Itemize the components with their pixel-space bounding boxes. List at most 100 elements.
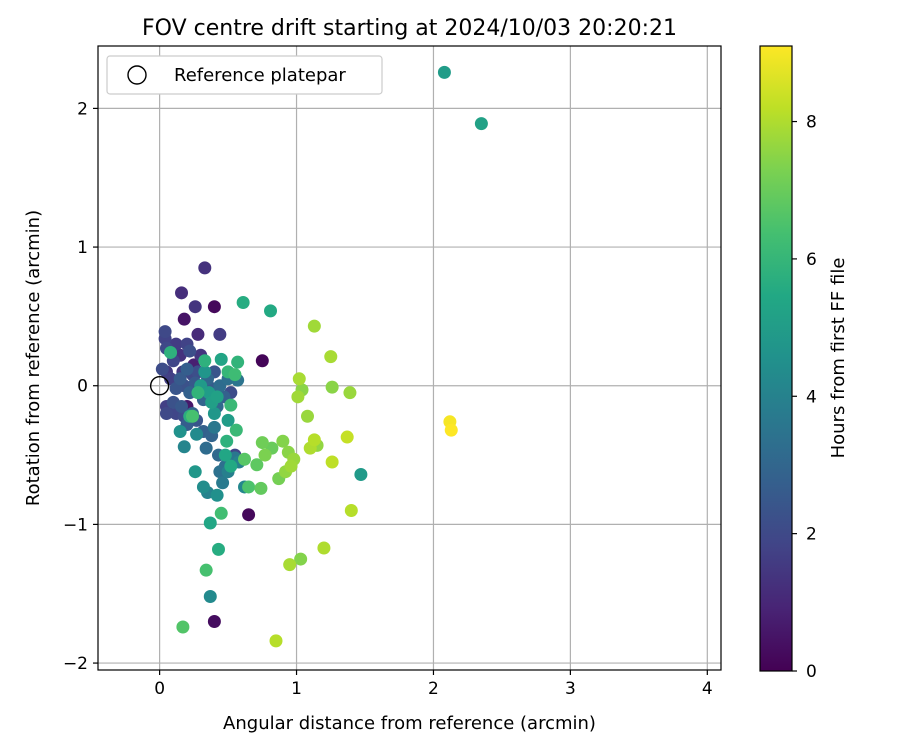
chart-title: FOV centre drift starting at 2024/10/03 … xyxy=(142,16,677,41)
colorbar-tick-label: 2 xyxy=(806,525,817,545)
reference-platepar-marker xyxy=(149,376,170,396)
x-tick-label: 2 xyxy=(428,679,439,699)
data-point xyxy=(203,590,217,604)
data-point xyxy=(224,398,238,412)
data-point xyxy=(196,480,210,494)
data-point xyxy=(307,433,321,447)
data-point xyxy=(292,372,306,386)
data-point xyxy=(191,327,205,341)
data-point xyxy=(214,352,228,366)
data-point xyxy=(188,465,202,479)
grid-lines xyxy=(98,46,721,670)
data-point xyxy=(173,372,187,386)
legend-box xyxy=(106,55,383,95)
plot-background xyxy=(98,46,721,670)
data-point xyxy=(255,354,269,368)
data-point xyxy=(325,380,339,394)
data-point xyxy=(294,552,308,566)
y-tick-label: −1 xyxy=(63,515,88,535)
data-point xyxy=(229,423,243,437)
data-point xyxy=(437,65,451,79)
data-point xyxy=(228,368,242,382)
data-point xyxy=(213,327,227,341)
data-point xyxy=(269,634,283,648)
data-point xyxy=(198,354,212,368)
data-point xyxy=(203,516,217,530)
data-point xyxy=(207,614,221,628)
data-point xyxy=(250,458,264,472)
data-point xyxy=(224,459,238,473)
data-point xyxy=(325,455,339,469)
data-points xyxy=(155,65,488,648)
x-axis-ticks: 0 1 2 3 4 xyxy=(154,670,713,699)
data-point xyxy=(199,441,213,455)
data-point xyxy=(258,448,272,462)
data-point xyxy=(444,423,458,437)
y-tick-label: −2 xyxy=(63,654,88,674)
data-point xyxy=(207,420,221,434)
data-point xyxy=(216,476,230,490)
data-point xyxy=(218,448,232,462)
legend-marker-icon xyxy=(127,65,147,85)
data-point xyxy=(191,386,205,400)
data-point xyxy=(324,350,338,364)
data-point xyxy=(221,413,235,427)
data-point xyxy=(242,480,256,494)
x-tick-label: 4 xyxy=(702,679,713,699)
colorbar-label: Hours from first FF file xyxy=(828,258,849,459)
data-point xyxy=(199,563,213,577)
data-point xyxy=(169,382,183,396)
colorbar-fill xyxy=(759,45,793,672)
data-point xyxy=(207,406,221,420)
x-tick-label: 3 xyxy=(565,679,576,699)
y-axis-label: Rotation from reference (arcmin) xyxy=(23,210,44,506)
x-tick-label: 1 xyxy=(291,679,302,699)
data-point xyxy=(207,300,221,314)
data-point xyxy=(354,467,368,481)
data-point xyxy=(236,296,250,310)
data-point xyxy=(340,430,354,444)
colorbar-ticks: 0 2 4 6 8 xyxy=(792,113,817,682)
data-point xyxy=(198,365,212,379)
data-point xyxy=(159,406,173,420)
legend-label: Reference platepar xyxy=(174,65,346,86)
data-point xyxy=(343,386,357,400)
colorbar: 0 2 4 6 8 Hours from first FF file xyxy=(759,45,849,682)
data-point xyxy=(283,558,297,572)
y-tick-label: 2 xyxy=(77,99,88,119)
data-point xyxy=(211,542,225,556)
data-point xyxy=(255,436,269,450)
data-point xyxy=(276,434,290,448)
data-point xyxy=(210,488,224,502)
data-point xyxy=(198,261,212,275)
data-point xyxy=(175,400,189,414)
data-point xyxy=(242,508,256,522)
x-axis-label: Angular distance from reference (arcmin) xyxy=(223,713,596,734)
data-point xyxy=(264,304,278,318)
data-point xyxy=(220,434,234,448)
data-point xyxy=(155,362,169,376)
data-point xyxy=(291,390,305,404)
y-tick-label: 0 xyxy=(77,377,88,397)
colorbar-tick-label: 8 xyxy=(806,113,817,133)
legend: Reference platepar xyxy=(106,55,383,95)
data-point xyxy=(210,390,224,404)
data-point xyxy=(180,362,194,376)
plot-frame xyxy=(97,45,722,671)
data-point xyxy=(177,312,191,326)
y-tick-label: 1 xyxy=(77,238,88,258)
data-point xyxy=(238,452,252,466)
data-point xyxy=(183,344,197,358)
x-tick-label: 0 xyxy=(154,679,165,699)
colorbar-tick-label: 6 xyxy=(806,250,817,270)
data-point xyxy=(231,355,245,369)
data-point xyxy=(284,459,298,473)
data-point xyxy=(474,117,488,131)
colorbar-tick-label: 4 xyxy=(806,387,817,407)
data-point xyxy=(177,440,191,454)
data-point xyxy=(254,481,268,495)
data-point xyxy=(300,409,314,423)
colorbar-tick-label: 0 xyxy=(806,662,817,682)
data-point xyxy=(344,504,358,518)
